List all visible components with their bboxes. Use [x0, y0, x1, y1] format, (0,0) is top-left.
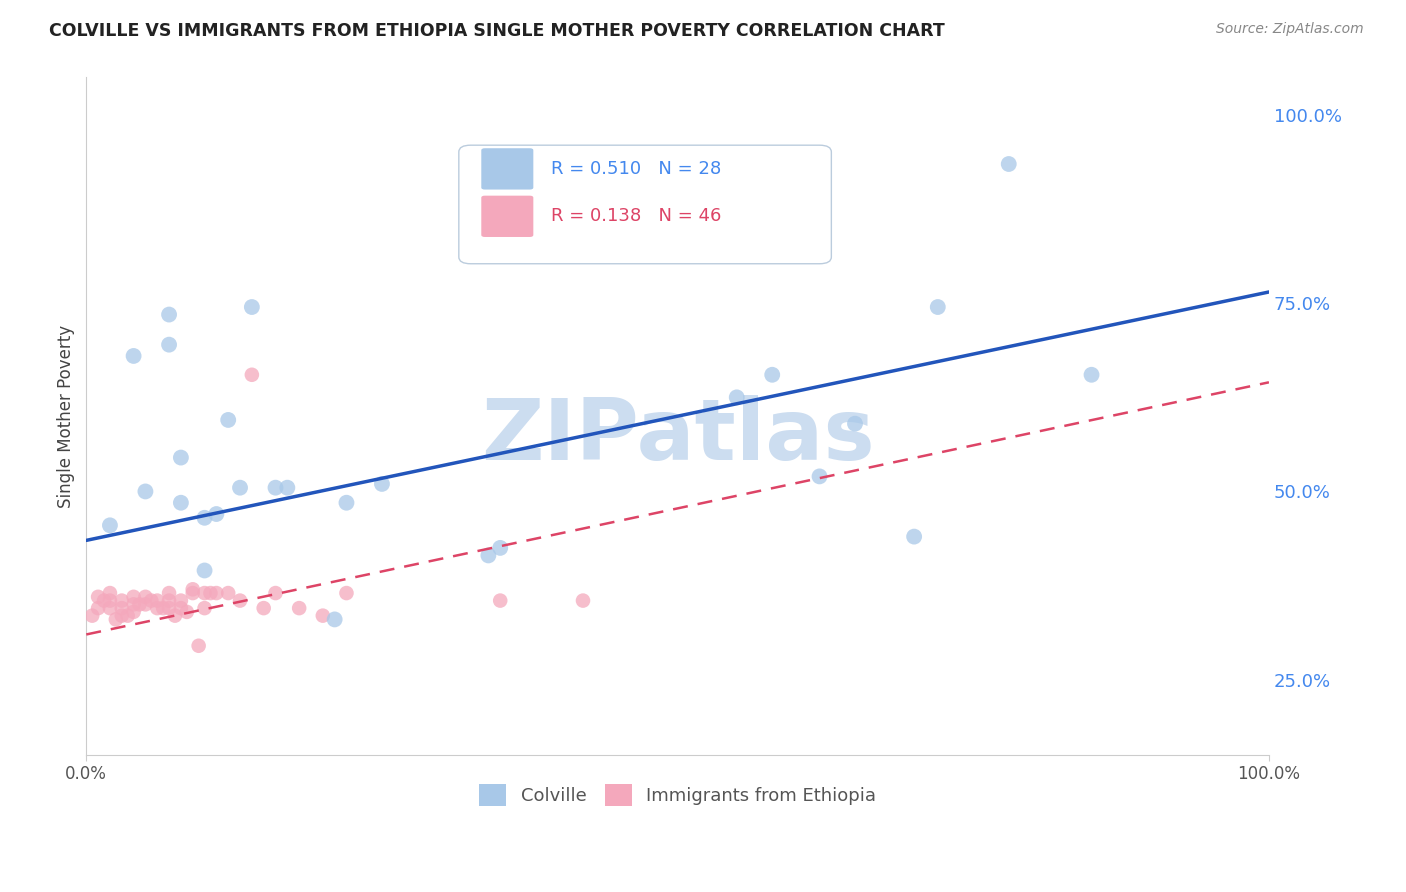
Point — [170, 593, 193, 607]
Point — [276, 481, 298, 495]
Point — [104, 612, 127, 626]
Point — [205, 586, 228, 600]
Point — [193, 601, 215, 615]
Point — [111, 608, 134, 623]
Point — [240, 368, 263, 382]
Point — [170, 601, 193, 615]
Point — [489, 541, 512, 555]
Point — [229, 593, 252, 607]
Point — [288, 601, 311, 615]
Point — [93, 593, 115, 607]
Point — [163, 608, 186, 623]
Point — [176, 605, 198, 619]
Point — [205, 507, 228, 521]
Point — [335, 496, 357, 510]
Point — [122, 598, 145, 612]
Text: Source: ZipAtlas.com: Source: ZipAtlas.com — [1216, 22, 1364, 37]
Point — [489, 593, 512, 607]
Text: ZIPatlas: ZIPatlas — [481, 395, 875, 478]
Point — [98, 518, 121, 533]
Point — [808, 469, 831, 483]
Point — [134, 484, 156, 499]
Point — [134, 598, 156, 612]
Point — [157, 337, 180, 351]
Point — [229, 481, 252, 495]
Point — [157, 586, 180, 600]
Point — [193, 586, 215, 600]
Point — [253, 601, 276, 615]
Point — [264, 586, 287, 600]
Point — [98, 593, 121, 607]
Point — [240, 300, 263, 314]
Point — [761, 368, 783, 382]
Point — [128, 598, 150, 612]
Point — [264, 481, 287, 495]
Point — [170, 450, 193, 465]
Point — [170, 496, 193, 510]
Point — [82, 608, 104, 623]
Point — [997, 157, 1019, 171]
Point — [134, 590, 156, 604]
Text: COLVILLE VS IMMIGRANTS FROM ETHIOPIA SINGLE MOTHER POVERTY CORRELATION CHART: COLVILLE VS IMMIGRANTS FROM ETHIOPIA SIN… — [49, 22, 945, 40]
Point — [98, 586, 121, 600]
Text: R = 0.510   N = 28: R = 0.510 N = 28 — [551, 160, 721, 178]
Point — [844, 417, 866, 431]
Point — [335, 586, 357, 600]
FancyBboxPatch shape — [458, 145, 831, 264]
Point — [477, 549, 499, 563]
Point — [200, 586, 222, 600]
Point — [187, 639, 209, 653]
Point — [152, 601, 174, 615]
Point — [193, 564, 215, 578]
Point — [181, 586, 204, 600]
Point — [146, 601, 169, 615]
Point — [157, 308, 180, 322]
Point — [323, 612, 346, 626]
Point — [87, 590, 110, 604]
Point — [146, 593, 169, 607]
Point — [98, 601, 121, 615]
Point — [122, 605, 145, 619]
Text: R = 0.138   N = 46: R = 0.138 N = 46 — [551, 207, 721, 226]
Point — [572, 593, 595, 607]
Point — [903, 530, 925, 544]
Point — [193, 510, 215, 524]
Point — [111, 593, 134, 607]
Point — [181, 582, 204, 597]
Point — [217, 413, 239, 427]
Point — [157, 593, 180, 607]
FancyBboxPatch shape — [481, 148, 533, 190]
Point — [122, 590, 145, 604]
Point — [87, 601, 110, 615]
Point — [217, 586, 239, 600]
Legend: Colville, Immigrants from Ethiopia: Colville, Immigrants from Ethiopia — [472, 777, 883, 814]
Point — [157, 601, 180, 615]
Point — [141, 593, 163, 607]
Point — [371, 477, 394, 491]
Point — [725, 390, 748, 404]
Point — [117, 608, 139, 623]
Point — [111, 601, 134, 615]
Point — [122, 349, 145, 363]
Point — [1080, 368, 1102, 382]
Point — [312, 608, 335, 623]
FancyBboxPatch shape — [481, 195, 533, 237]
Y-axis label: Single Mother Poverty: Single Mother Poverty — [58, 325, 75, 508]
Point — [927, 300, 949, 314]
